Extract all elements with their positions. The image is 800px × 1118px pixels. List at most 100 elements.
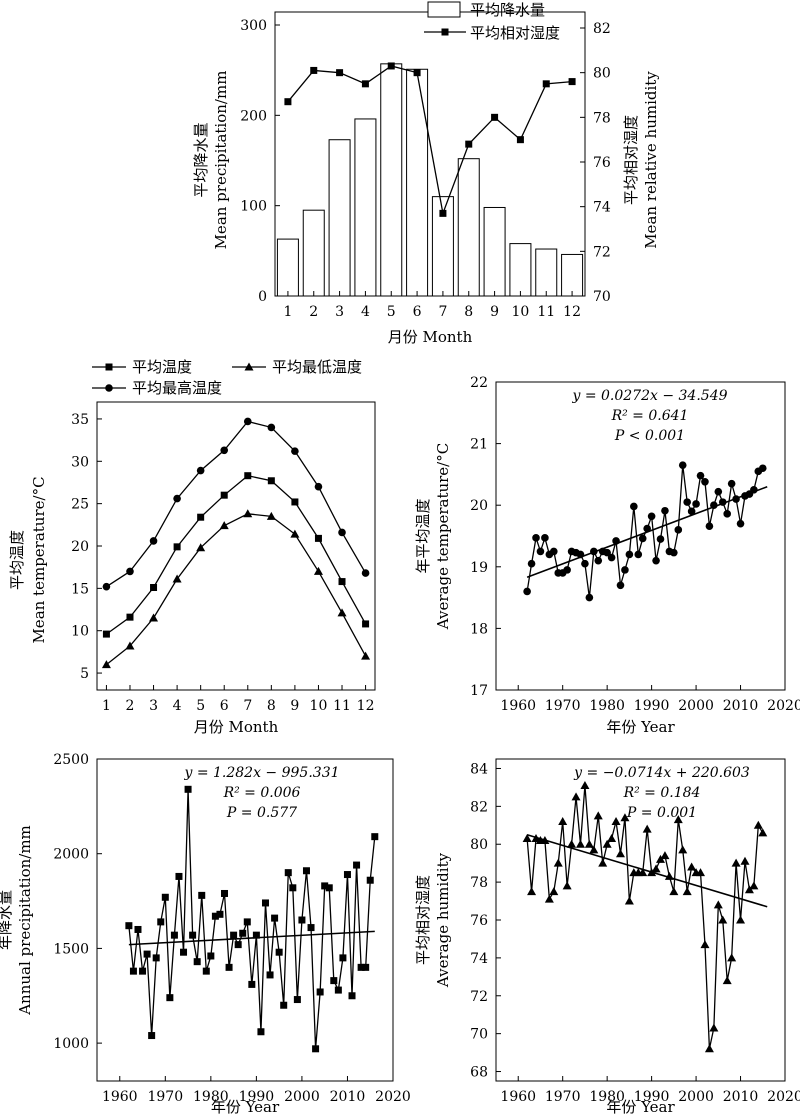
trend-line <box>526 485 768 579</box>
series-point <box>736 519 745 528</box>
series-point <box>615 849 625 858</box>
legend-marker <box>105 363 113 371</box>
series-point <box>126 613 134 621</box>
y-axis-tick-label: 25 <box>71 497 89 513</box>
series-point <box>175 872 183 880</box>
series-point <box>202 967 210 975</box>
x-axis-tick-label: 1990 <box>239 1089 275 1105</box>
y-axis-tick-label: 17 <box>470 683 488 699</box>
series-point <box>532 534 540 542</box>
x-axis-tick-label: 1970 <box>147 1089 183 1105</box>
y-axis-tick-label: 35 <box>71 412 89 428</box>
series-point <box>219 521 229 530</box>
p-value-label: P < 0.001 <box>614 428 685 444</box>
series-point <box>656 854 666 863</box>
y2-axis-label-zh: 平均相对湿度 <box>622 115 640 205</box>
series-point <box>157 918 165 926</box>
x-tick-label: 5 <box>387 304 396 320</box>
y-axis-label-zh: 平均降水量 <box>192 122 210 197</box>
series-point <box>149 537 158 545</box>
series-point <box>758 464 767 473</box>
x-axis-tick-label: 2000 <box>678 1089 714 1105</box>
right-axis-tick-label: 82 <box>593 21 611 37</box>
series-point <box>621 566 629 574</box>
series-point <box>696 868 706 877</box>
x-tick-label: 2 <box>309 304 318 320</box>
series-point <box>678 845 688 854</box>
series-point <box>714 487 723 496</box>
series-point <box>302 867 310 875</box>
series-line <box>128 789 376 1049</box>
y-axis-tick-label: 1500 <box>53 941 89 957</box>
series-point <box>307 924 315 932</box>
series-point <box>736 915 746 924</box>
y-axis-label-en: Average humidity <box>434 852 452 988</box>
y-axis-tick-label: 2500 <box>53 752 89 768</box>
series-point <box>585 593 594 602</box>
series-point <box>669 887 679 896</box>
y-axis-label-en: Mean temperature/°C <box>30 476 48 643</box>
series-point <box>220 446 229 455</box>
series-point <box>527 559 536 568</box>
y-axis-label-en: Annual precipitation/mm <box>16 825 34 1016</box>
series-point <box>727 953 737 962</box>
series-point <box>248 980 256 988</box>
series-point <box>337 608 347 617</box>
y-axis-label-en: Mean precipitation/mm <box>212 71 230 250</box>
series-point <box>723 510 731 518</box>
series-point <box>284 869 292 877</box>
series-point <box>722 976 732 985</box>
y-axis-tick-label: 68 <box>470 1065 488 1081</box>
precip-bar <box>328 139 351 297</box>
x-axis-tick-label: 2020 <box>375 1089 411 1105</box>
humidity-point <box>284 98 292 106</box>
x-tick-label: 11 <box>333 698 351 714</box>
series-point <box>325 884 333 892</box>
legend-label: 平均最高温度 <box>132 379 222 397</box>
series-point <box>541 534 549 542</box>
humidity-point <box>491 113 499 121</box>
y-axis-tick-label: 72 <box>470 989 488 1005</box>
series-point <box>630 502 638 511</box>
series-point <box>638 534 647 543</box>
series-point <box>553 858 563 867</box>
series-point <box>696 471 705 480</box>
series-point <box>607 553 616 562</box>
series-point <box>589 845 599 854</box>
x-axis-tick-label: 1980 <box>193 1089 229 1105</box>
series-point <box>207 952 215 960</box>
legend-label: 平均相对湿度 <box>470 24 560 42</box>
series-point <box>625 550 634 559</box>
series-point <box>291 447 299 455</box>
series-point <box>611 817 621 826</box>
series-point <box>252 931 260 939</box>
y-axis-tick-label: 2000 <box>53 847 89 863</box>
series-point <box>563 566 571 574</box>
series-point <box>661 506 669 515</box>
y-axis-tick-label: 74 <box>470 951 488 967</box>
series-point <box>575 839 585 848</box>
series-point <box>353 861 361 869</box>
series-point <box>193 958 201 966</box>
series-point <box>549 887 559 896</box>
series-point <box>700 940 710 949</box>
series-point <box>562 881 572 890</box>
series-point <box>290 529 300 538</box>
series-point <box>709 1023 719 1032</box>
series-point <box>125 922 133 930</box>
x-tick-label: 7 <box>243 698 252 714</box>
x-tick-label: 8 <box>267 698 276 714</box>
legend-label: 平均温度 <box>132 358 192 376</box>
series-point <box>338 578 346 586</box>
x-tick-label: 11 <box>537 304 555 320</box>
y-axis-tick-label: 80 <box>470 837 488 853</box>
humidity-point <box>361 80 369 88</box>
x-axis-tick-label: 2010 <box>723 698 759 714</box>
x-tick-label: 5 <box>196 698 205 714</box>
series-point <box>744 885 754 894</box>
x-tick-label: 6 <box>220 698 229 714</box>
series-point <box>638 868 648 877</box>
series-point <box>143 950 151 958</box>
x-axis-tick-label: 1960 <box>500 698 536 714</box>
series-point <box>170 931 178 939</box>
